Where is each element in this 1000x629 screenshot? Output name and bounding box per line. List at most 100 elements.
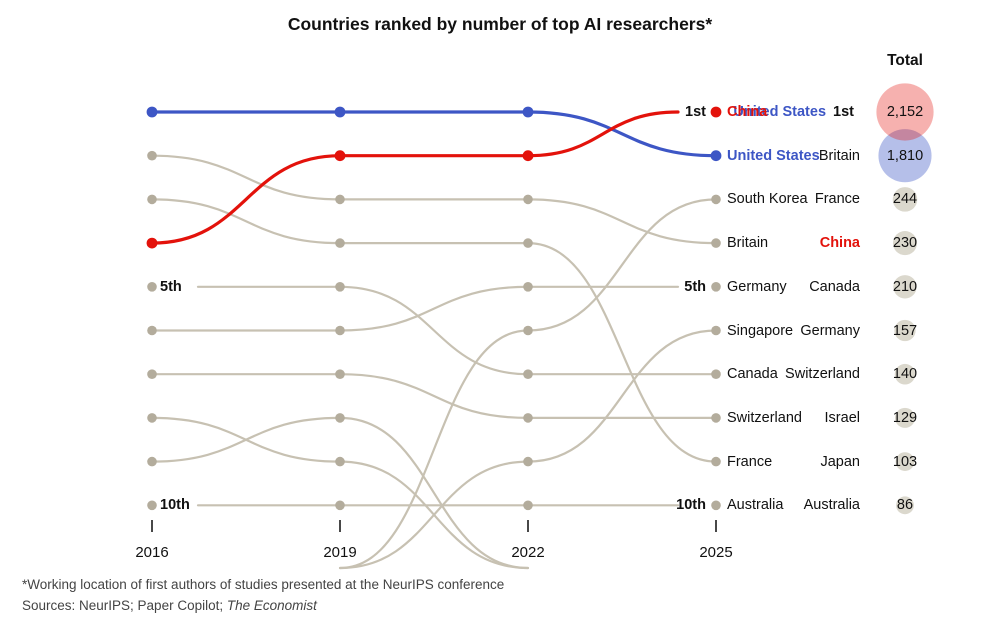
- rank-line-canada: [338, 285, 530, 376]
- rank-dot-united-states-2019: [334, 106, 346, 118]
- rank-dot-china-2019: [334, 150, 346, 162]
- rank-dot-south-korea-2025: [711, 194, 721, 205]
- rank-dot-united-states-2022: [522, 106, 534, 118]
- rank-line-france: [526, 242, 718, 463]
- country-label-right-germany: Germany: [727, 278, 787, 295]
- country-label-left-china: China: [819, 235, 860, 252]
- rank-line-china: [526, 110, 680, 158]
- rank-dot-china-2022: [522, 150, 534, 162]
- total-value-south-korea: 244: [892, 191, 918, 208]
- rank-line-switzerland: [338, 373, 530, 419]
- country-name: United States: [733, 104, 827, 120]
- country-label-left-canada: Canada: [809, 278, 860, 295]
- rank-dot-australia-2016: [147, 500, 157, 511]
- rank-dot-france-2022: [523, 238, 533, 248]
- country-label-left-australia: Australia: [803, 497, 860, 514]
- rank-line-china: [150, 154, 342, 245]
- rank-dot-china-2016: [146, 237, 158, 249]
- total-value-canada: 140: [892, 366, 918, 383]
- rank-dot-canada-2025: [711, 369, 721, 380]
- country-label-right-switzerland: Switzerland: [727, 409, 802, 426]
- rank-dot-canada-2022: [523, 369, 533, 380]
- country-label-right-china: China: [727, 104, 768, 120]
- rank-dot-switzerland-2022: [523, 413, 533, 423]
- rank-dot-switzerland-2016: [147, 369, 157, 380]
- total-value-singapore: 157: [892, 322, 918, 339]
- year-label-2016: 2016: [135, 544, 169, 561]
- total-value-china: 2,152: [886, 104, 924, 120]
- chart-title: Countries ranked by number of top AI res…: [287, 14, 713, 34]
- total-value-france: 103: [892, 453, 918, 470]
- rank-dot-japan-2016: [147, 456, 157, 467]
- total-value-britain: 230: [892, 235, 918, 252]
- rank-dot-switzerland-2025: [711, 413, 721, 423]
- total-column-header: Total: [887, 52, 923, 69]
- rank-dot-japan-2019: [335, 413, 345, 423]
- rank-line-japan: [338, 416, 530, 570]
- rank-dot-israel-2019: [335, 456, 345, 467]
- country-label-left-germany: Germany: [800, 322, 860, 339]
- rank-dot-germany-2025: [711, 282, 721, 292]
- total-value-australia: 86: [896, 497, 914, 514]
- rank-tag-left-10: 10th: [160, 497, 190, 514]
- rank-dot-china-2025: [710, 106, 722, 118]
- rank-tag-right-10: 10th: [676, 497, 706, 514]
- rank-tag-left-1: 1st: [833, 104, 854, 120]
- rank-dot-united-states-2025: [710, 150, 722, 162]
- rank-dot-south-korea-2022: [523, 325, 533, 336]
- rank-line-south-korea: [338, 329, 530, 570]
- sources-publication: The Economist: [226, 598, 317, 613]
- country-label-left-united-states: United States 1st: [733, 104, 854, 120]
- total-circle-canada: [894, 363, 916, 385]
- total-circle-singapore: [894, 319, 916, 342]
- total-circle-south-korea: [892, 187, 918, 212]
- rank-line-south-korea: [526, 198, 718, 332]
- country-label-right-south-korea: South Korea: [727, 191, 808, 208]
- total-circle-switzerland: [894, 407, 916, 428]
- sources-prefix: Sources: NeurIPS; Paper Copilot;: [22, 598, 227, 613]
- rank-dot-germany-2019: [335, 325, 345, 336]
- rank-dot-france-2025: [711, 456, 721, 467]
- rank-dot-britain-2025: [711, 238, 721, 248]
- rank-dot-australia-2025: [711, 500, 721, 511]
- total-value-switzerland: 129: [892, 409, 918, 426]
- chart-footnote: *Working location of first authors of st…: [22, 577, 505, 592]
- rank-dot-france-2016: [147, 194, 157, 205]
- rank-line-france: [150, 198, 342, 245]
- rank-dot-canada-2019: [335, 282, 345, 292]
- country-label-right-singapore: Singapore: [727, 322, 794, 339]
- country-label-left-britain: Britain: [818, 147, 860, 164]
- rank-dot-britain-2016: [147, 150, 157, 161]
- rank-dot-britain-2022: [523, 194, 533, 205]
- country-label-left-france: France: [814, 191, 860, 208]
- country-label-left-japan: Japan: [820, 453, 860, 470]
- chart-sources: Sources: NeurIPS; Paper Copilot; The Eco…: [22, 598, 317, 613]
- rank-tag-left-5: 5th: [160, 278, 182, 295]
- rank-dot-australia-2022: [523, 500, 533, 511]
- rank-line-japan: [150, 416, 342, 463]
- rank-line-singapore: [526, 329, 718, 463]
- rank-dot-singapore-2025: [711, 325, 721, 336]
- total-circle-germany: [893, 275, 917, 299]
- country-label-right-united-states: United States: [727, 147, 820, 164]
- total-value-germany: 210: [892, 278, 918, 295]
- rank-line-singapore: [338, 460, 530, 570]
- country-label-right-france: France: [727, 453, 773, 470]
- rank-dot-united-states-2016: [146, 106, 158, 118]
- rank-dot-singapore-2022: [523, 456, 533, 467]
- country-label-right-britain: Britain: [727, 235, 769, 252]
- rank-tag-right-5: 5th: [684, 278, 706, 295]
- total-circle-china: [876, 83, 934, 141]
- rank-dot-switzerland-2019: [335, 369, 345, 380]
- rank-dot-israel-2016: [147, 413, 157, 423]
- year-label-2022: 2022: [511, 544, 545, 561]
- rank-dot-germany-2022: [523, 282, 533, 292]
- rank-dot-canada-2016: [147, 282, 157, 292]
- country-label-left-switzerland: Switzerland: [785, 366, 860, 383]
- rank-tag-right-1: 1st: [685, 104, 706, 120]
- total-circle-britain: [892, 231, 918, 256]
- rank-dot-france-2019: [335, 238, 345, 248]
- total-circle-united-states: [878, 129, 932, 183]
